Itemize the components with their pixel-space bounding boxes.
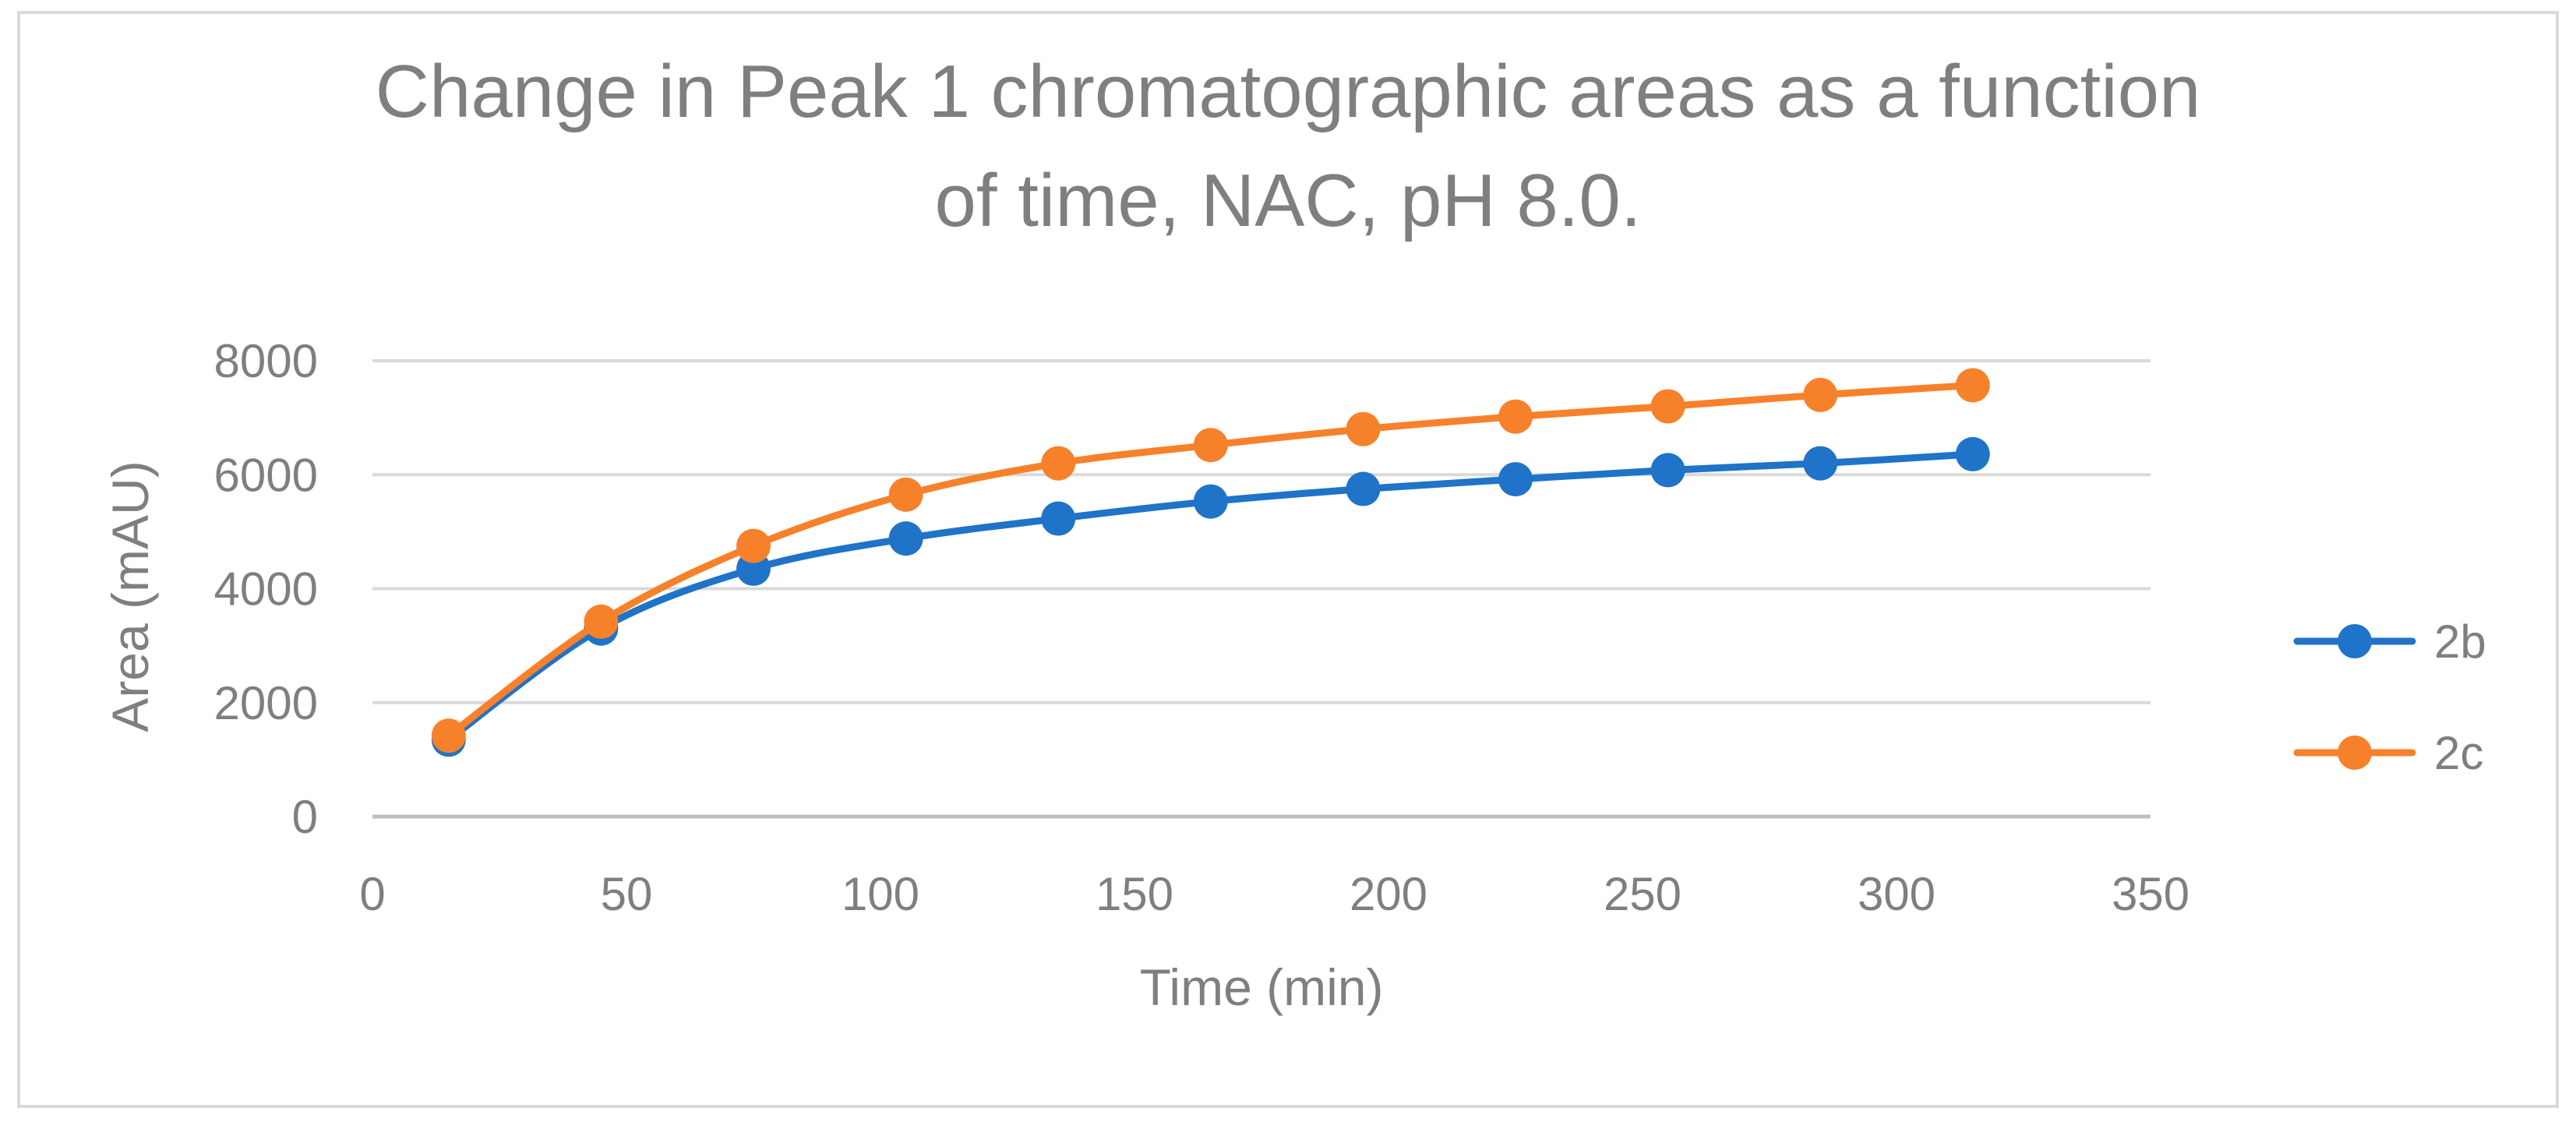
x-tick-label: 300 <box>1858 868 1936 920</box>
data-point-2b-135 <box>1041 501 1076 536</box>
data-point-2b-315 <box>1955 436 1990 471</box>
legend-item-2b: 2b <box>2293 616 2486 668</box>
series-2c <box>431 368 1990 753</box>
data-point-2c-315 <box>1955 368 1990 403</box>
legend-label: 2b <box>2434 616 2486 668</box>
data-point-2b-255 <box>1650 453 1685 488</box>
data-point-2c-75 <box>736 528 771 563</box>
legend-label: 2c <box>2434 727 2483 779</box>
legend-item-2c: 2c <box>2293 727 2483 779</box>
y-tick-label: 6000 <box>214 449 318 501</box>
x-tick-label: 150 <box>1096 868 1173 920</box>
data-point-2c-285 <box>1803 377 1838 412</box>
y-tick-label: 0 <box>292 791 318 843</box>
data-point-2c-45 <box>584 604 619 639</box>
y-tick-labels: 0 2000 4000 6000 8000 <box>214 335 318 843</box>
gridlines <box>372 359 2151 704</box>
x-tick-label: 50 <box>601 868 653 920</box>
x-tick-label: 100 <box>842 868 919 920</box>
x-tick-label: 250 <box>1604 868 1681 920</box>
chart-title-line-2: of time, NAC, pH 8.0. <box>935 159 1642 242</box>
data-point-2b-105 <box>888 521 923 556</box>
x-tick-label: 0 <box>359 868 385 920</box>
data-point-2b-195 <box>1346 471 1381 506</box>
chart-frame <box>17 11 2559 1108</box>
chart-title-line-1: Change in Peak 1 chromatographic areas a… <box>376 50 2201 133</box>
series-2b <box>431 436 1990 757</box>
y-tick-label: 8000 <box>214 335 318 387</box>
data-point-2c-105 <box>888 477 923 512</box>
x-axis-title: Time (min) <box>1140 958 1384 1016</box>
data-point-2c-225 <box>1498 399 1533 434</box>
data-point-2c-195 <box>1346 411 1381 446</box>
chart-title: Change in Peak 1 chromatographic areas a… <box>376 50 2201 242</box>
y-tick-label: 4000 <box>214 563 318 616</box>
legend: 2b 2c <box>2293 616 2486 779</box>
data-point-2c-165 <box>1193 428 1228 463</box>
data-point-2c-255 <box>1650 389 1685 424</box>
data-point-2b-285 <box>1803 446 1838 481</box>
data-point-2b-225 <box>1498 462 1533 497</box>
x-tick-label: 200 <box>1350 868 1427 920</box>
legend-swatch-marker <box>2338 736 2372 770</box>
series-lines <box>431 368 1990 757</box>
x-tick-labels: 0 50 100 150 200 250 300 350 <box>359 868 2190 920</box>
y-tick-label: 2000 <box>214 677 318 729</box>
data-point-2c-135 <box>1041 446 1076 481</box>
data-point-2c-15 <box>431 718 466 753</box>
legend-swatch-marker <box>2338 624 2372 658</box>
data-point-2b-165 <box>1193 484 1228 519</box>
x-tick-label: 350 <box>2112 868 2190 920</box>
y-axis-title: Area (mAU) <box>101 460 159 732</box>
